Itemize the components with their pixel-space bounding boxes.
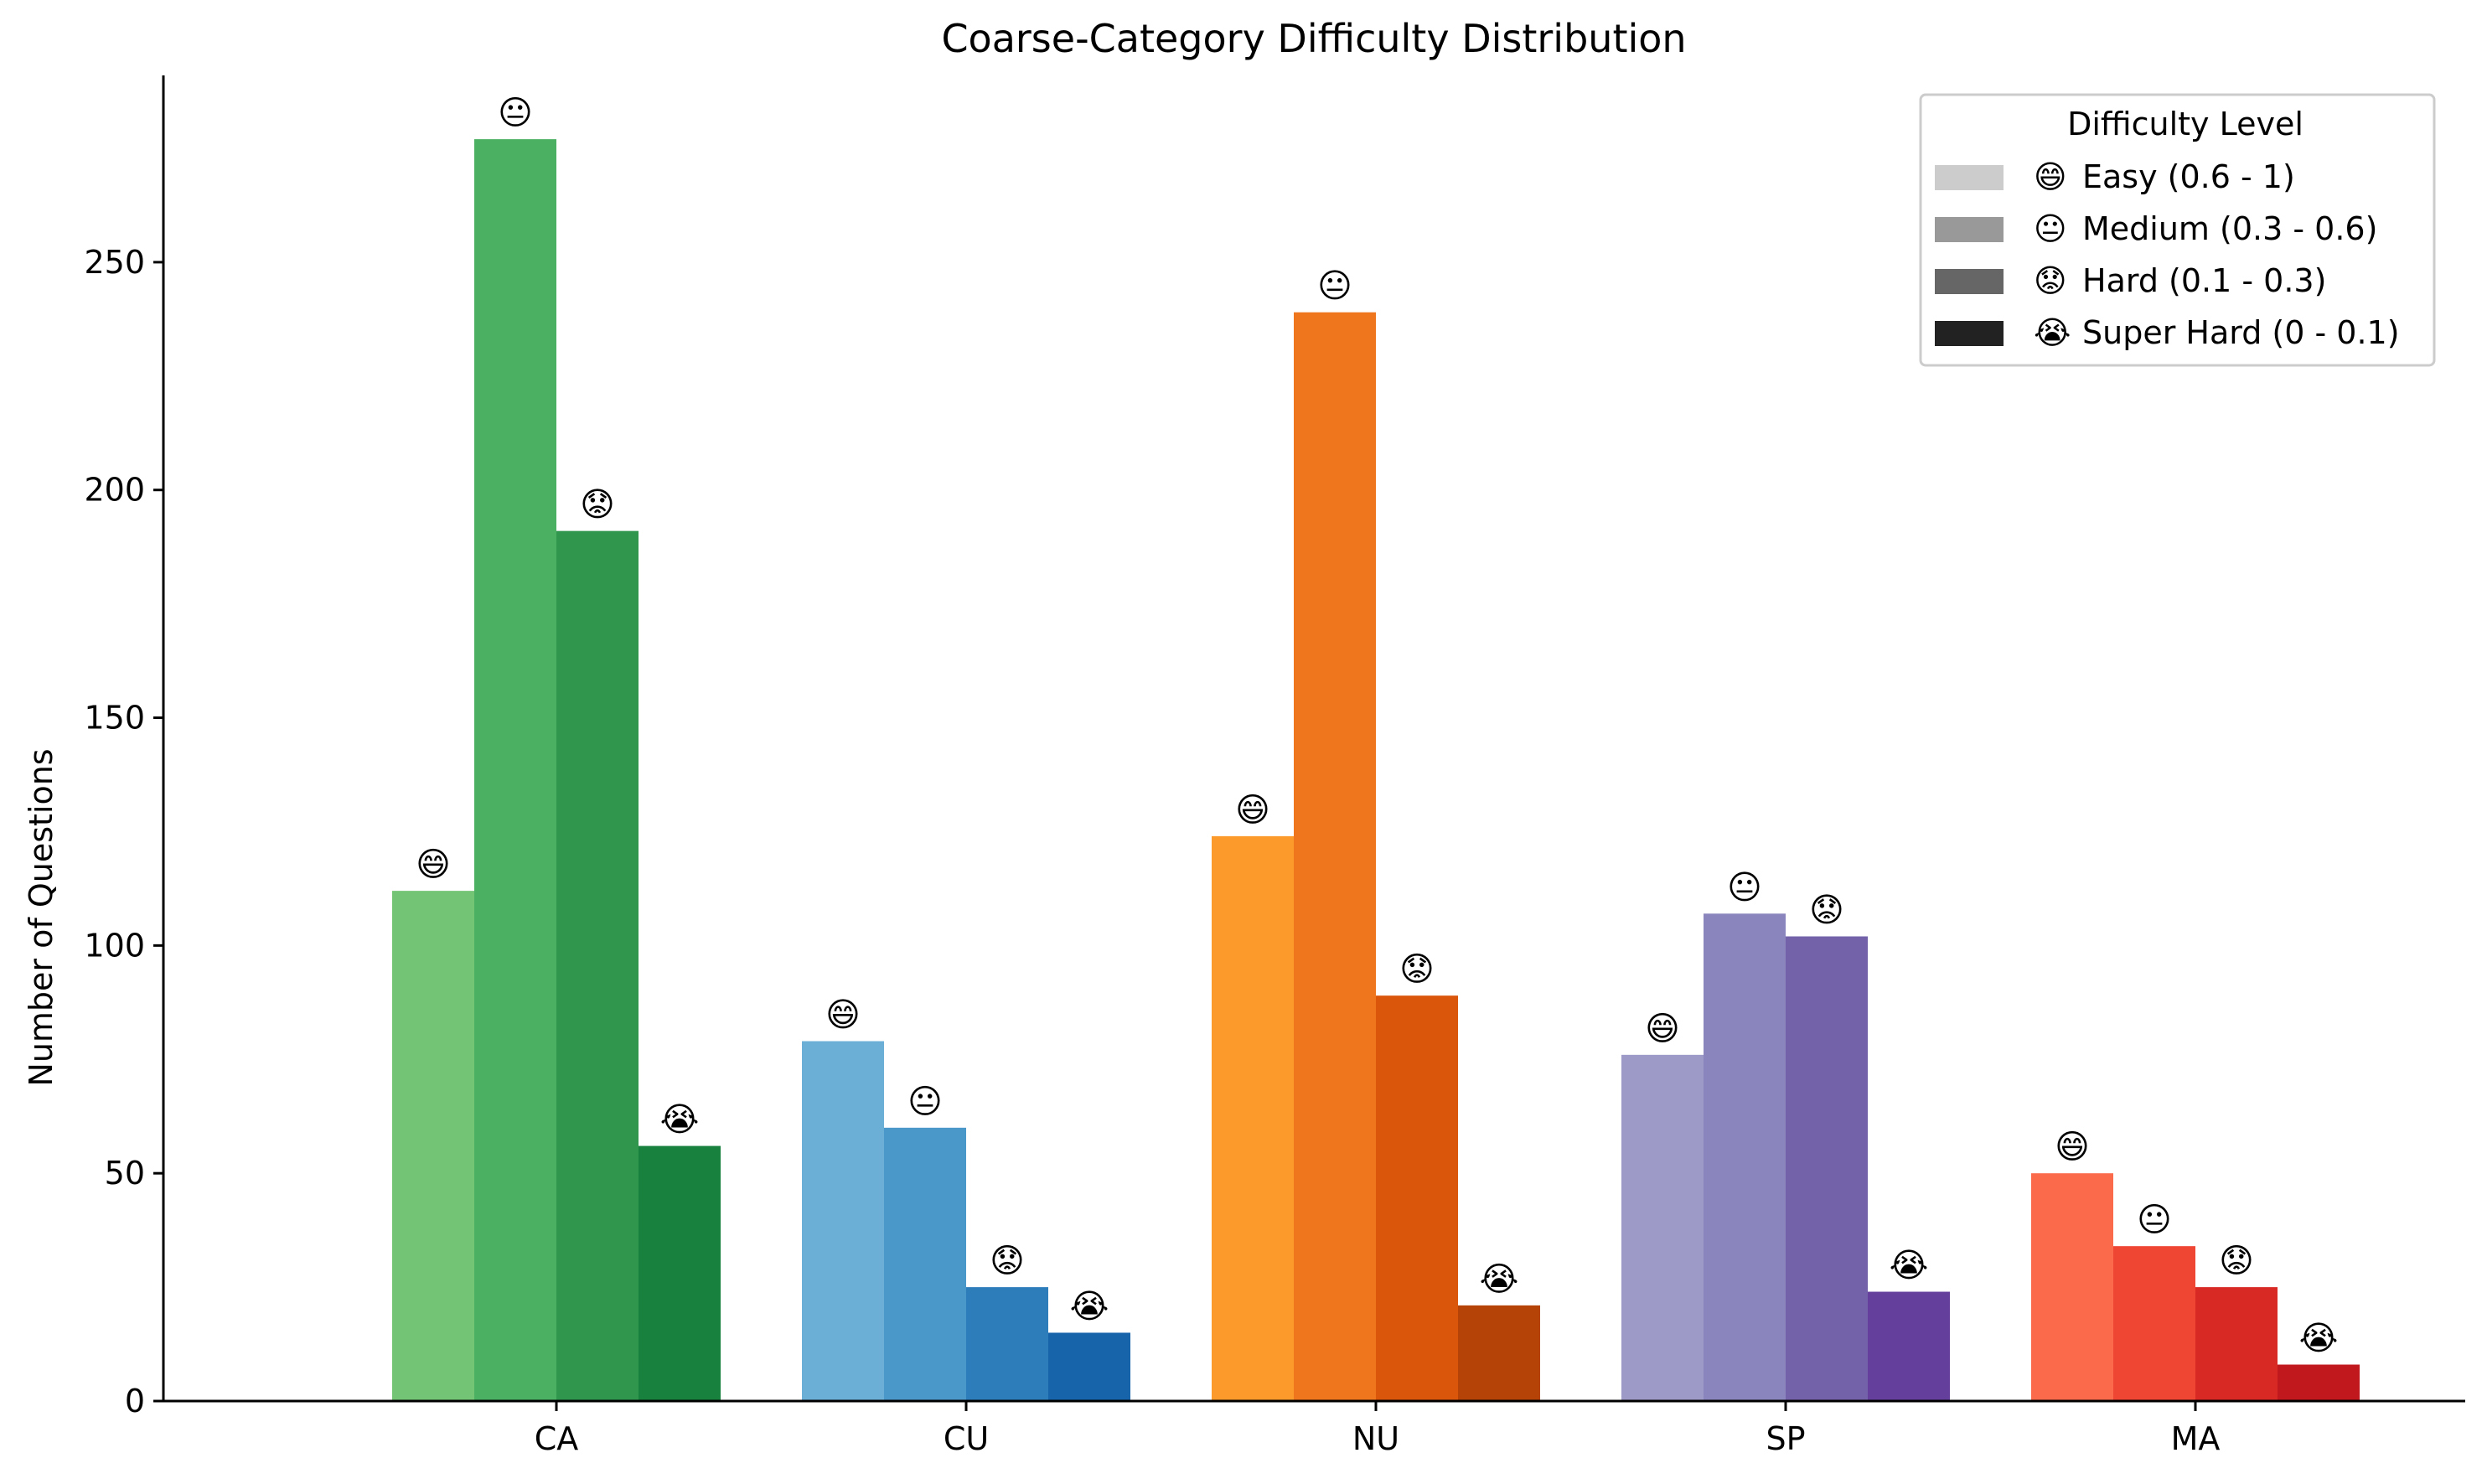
y-tick-label: 0	[125, 1383, 145, 1419]
bar-label-icon: 😐	[1317, 267, 1352, 306]
x-tick-label: SP	[1766, 1420, 1805, 1457]
bar-ca-4	[639, 1145, 721, 1401]
legend-icon: 😐	[2034, 210, 2067, 247]
bar-sp-3	[1786, 936, 1868, 1401]
y-tick-label: 50	[105, 1155, 145, 1192]
y-tick-label: 100	[84, 927, 145, 964]
x-tick-label: CU	[944, 1420, 989, 1457]
legend-title: Difficulty Level	[2067, 106, 2303, 142]
legend-entry-label: Medium (0.3 - 0.6)	[2082, 210, 2377, 247]
bar-cu-2	[884, 1127, 966, 1401]
legend-items: 😄 Easy (0.6 - 1) 😐 Medium (0.3 - 0.6) 😟 Hard …	[1935, 158, 2400, 351]
bar-label-icon: 😐	[907, 1083, 943, 1121]
bar-label-icon: 😟	[580, 486, 615, 525]
bar-nu-3	[1376, 995, 1458, 1401]
bar-ma-2	[2113, 1246, 2195, 1401]
bar-label-icon: 😐	[498, 94, 533, 132]
bar-label-icon: 😄	[1645, 1010, 1680, 1048]
chart-title: Coarse-Category Difficulty Distribution	[941, 16, 1686, 61]
legend-entry-label: Hard (0.1 - 0.3)	[2082, 262, 2326, 299]
bar-label-icon: 😭	[1070, 1287, 1109, 1326]
x-tick-label: NU	[1352, 1420, 1399, 1457]
bar-label-icon: 😭	[660, 1101, 700, 1140]
bar-cu-4	[1048, 1332, 1130, 1401]
bar-ma-3	[2195, 1287, 2278, 1401]
bar-ma-1	[2031, 1173, 2113, 1401]
bar-label-icon: 😄	[416, 845, 451, 884]
bar-label-icon: 😄	[2055, 1128, 2090, 1166]
legend-swatch	[1935, 217, 2004, 242]
legend-swatch	[1935, 269, 2004, 294]
y-tick-label: 200	[84, 472, 145, 509]
bar-label-icon: 😄	[825, 996, 861, 1035]
bar-label-icon: 😟	[1809, 891, 1844, 929]
bar-label-icon: 😟	[990, 1242, 1025, 1280]
legend-entry-label: Super Hard (0 - 0.1)	[2082, 314, 2400, 351]
plot-area: 😄 😐 😟 😭 😄 😐 😟 😭 😄 😐 😟 😭 😄 😐 😟 😭 😄 😐 😟 😭 0 50 100 150 200 250 CA CU N…	[84, 75, 2465, 1457]
y-tick-label: 150	[84, 700, 145, 737]
bar-label-icon: 😟	[1399, 950, 1435, 989]
legend-icon: 😭	[2034, 314, 2071, 351]
x-tick-label: CA	[535, 1420, 579, 1457]
legend-icon: 😄	[2034, 158, 2067, 195]
bar-label-icon: 😐	[2137, 1201, 2172, 1239]
bar-sp-1	[1621, 1054, 1704, 1401]
bar-ma-4	[2278, 1364, 2360, 1401]
bar-label-icon: 😭	[1890, 1247, 1929, 1285]
y-tick-label: 250	[84, 244, 145, 281]
bar-label-icon: 😟	[2219, 1242, 2254, 1280]
legend-frame	[1919, 93, 2436, 367]
bar-ca-2	[474, 139, 556, 1401]
bar-label-icon: 😭	[2299, 1320, 2339, 1358]
bar-label-icon: 😐	[1727, 868, 1762, 907]
x-tick-label: MA	[2171, 1420, 2221, 1457]
bar-cu-3	[966, 1287, 1048, 1401]
bar-nu-2	[1294, 312, 1376, 1402]
bar-cu-1	[802, 1041, 884, 1401]
bar-sp-4	[1868, 1291, 1950, 1401]
bar-nu-4	[1458, 1305, 1540, 1401]
bar-ca-1	[392, 891, 474, 1401]
bar-ca-3	[556, 530, 639, 1402]
legend-swatch	[1935, 321, 2004, 346]
legend-entry-label: Easy (0.6 - 1)	[2082, 158, 2295, 195]
legend-icon: 😟	[2034, 262, 2067, 299]
bar-nu-1	[1212, 835, 1294, 1401]
legend-swatch	[1935, 165, 2004, 190]
bar-label-icon: 😭	[1480, 1260, 1519, 1299]
bar-sp-2	[1704, 913, 1786, 1401]
y-axis-label: Number of Questions	[23, 748, 59, 1086]
bar-label-icon: 😄	[1235, 791, 1270, 830]
legend: Difficulty Level 😄 Easy (0.6 - 1) 😐 Medium …	[1919, 93, 2436, 367]
